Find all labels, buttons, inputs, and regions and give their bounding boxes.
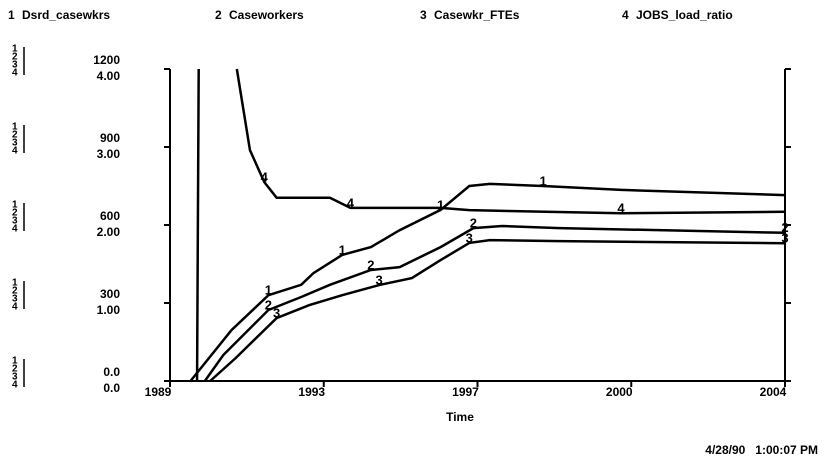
legend-number: 4 <box>622 8 629 22</box>
y-tick-label: 900 <box>100 131 120 145</box>
y-tick-label: 0.0 <box>103 365 120 379</box>
series-line <box>195 68 200 382</box>
axis-series-number: 3 <box>12 138 18 149</box>
line-number-marker: 2 <box>367 257 374 272</box>
axis-series-number: 1 <box>12 356 18 367</box>
axis-series-number: 1 <box>12 122 18 133</box>
x-tick-label: 1993 <box>298 385 325 399</box>
y-tick-label: 300 <box>100 287 120 301</box>
series-line <box>203 224 786 382</box>
legend-number: 1 <box>8 8 15 22</box>
axis-series-number: 1 <box>12 44 18 55</box>
y2-tick-label: 0.0 <box>103 381 120 395</box>
series-line <box>209 238 786 382</box>
line-number-marker: 3 <box>466 230 473 245</box>
axis-series-number: 2 <box>12 364 18 375</box>
legend-label: JOBS_load_ratio <box>636 8 733 22</box>
axis-series-number: 3 <box>12 294 18 305</box>
axis-series-number: 4 <box>12 224 18 235</box>
y2-tick-label: 3.00 <box>97 147 121 161</box>
axis-series-number: 2 <box>12 52 18 63</box>
y2-tick-label: 2.00 <box>97 225 121 239</box>
legend-label: Caseworkers <box>229 8 304 22</box>
series-line <box>189 182 786 382</box>
axis-series-number: 3 <box>12 216 18 227</box>
timestamp: 4/28/90 1:00:07 PM <box>705 443 818 457</box>
series-line <box>235 68 786 215</box>
legend-number: 2 <box>215 8 222 22</box>
axis-series-number: 3 <box>12 372 18 383</box>
x-tick-label: 2000 <box>606 385 633 399</box>
line-number-marker: 2 <box>781 220 788 235</box>
y2-tick-label: 4.00 <box>97 69 121 83</box>
axis-series-number: 1 <box>12 200 18 211</box>
y2-tick-label: 1.00 <box>97 303 121 317</box>
line-number-marker: 1 <box>539 173 546 188</box>
x-tick-label: 2004 <box>760 385 787 399</box>
x-tick-label: 1989 <box>145 385 172 399</box>
line-number-marker: 4 <box>261 170 269 185</box>
line-number-marker: 1 <box>437 197 444 212</box>
line-number-marker: 3 <box>781 231 788 246</box>
axis-series-number: 4 <box>12 380 18 391</box>
legend-label: Dsrd_casewkrs <box>22 8 110 22</box>
line-number-marker: 1 <box>265 283 272 298</box>
line-number-marker: 4 <box>617 201 625 216</box>
axis-series-number: 4 <box>12 146 18 157</box>
line-number-marker: 2 <box>265 297 272 312</box>
axis-series-number: 2 <box>12 130 18 141</box>
x-axis-label: Time <box>446 410 474 424</box>
line-number-marker: 3 <box>273 306 280 321</box>
y-tick-label: 1200 <box>93 53 120 67</box>
axis-series-number: 3 <box>12 60 18 71</box>
axis-series-number: 4 <box>12 302 18 313</box>
axis-series-number: 4 <box>12 68 18 79</box>
x-tick-label: 1997 <box>452 385 479 399</box>
axis-series-number: 1 <box>12 278 18 289</box>
line-number-marker: 3 <box>375 272 382 287</box>
y-tick-label: 600 <box>100 209 120 223</box>
line-number-marker: 2 <box>470 216 477 231</box>
line-number-marker: 1 <box>339 242 346 257</box>
legend-label: Casewkr_FTEs <box>434 8 520 22</box>
axis-series-number: 2 <box>12 208 18 219</box>
axis-series-number: 2 <box>12 286 18 297</box>
legend-number: 3 <box>420 8 427 22</box>
line-number-marker: 4 <box>347 195 355 210</box>
